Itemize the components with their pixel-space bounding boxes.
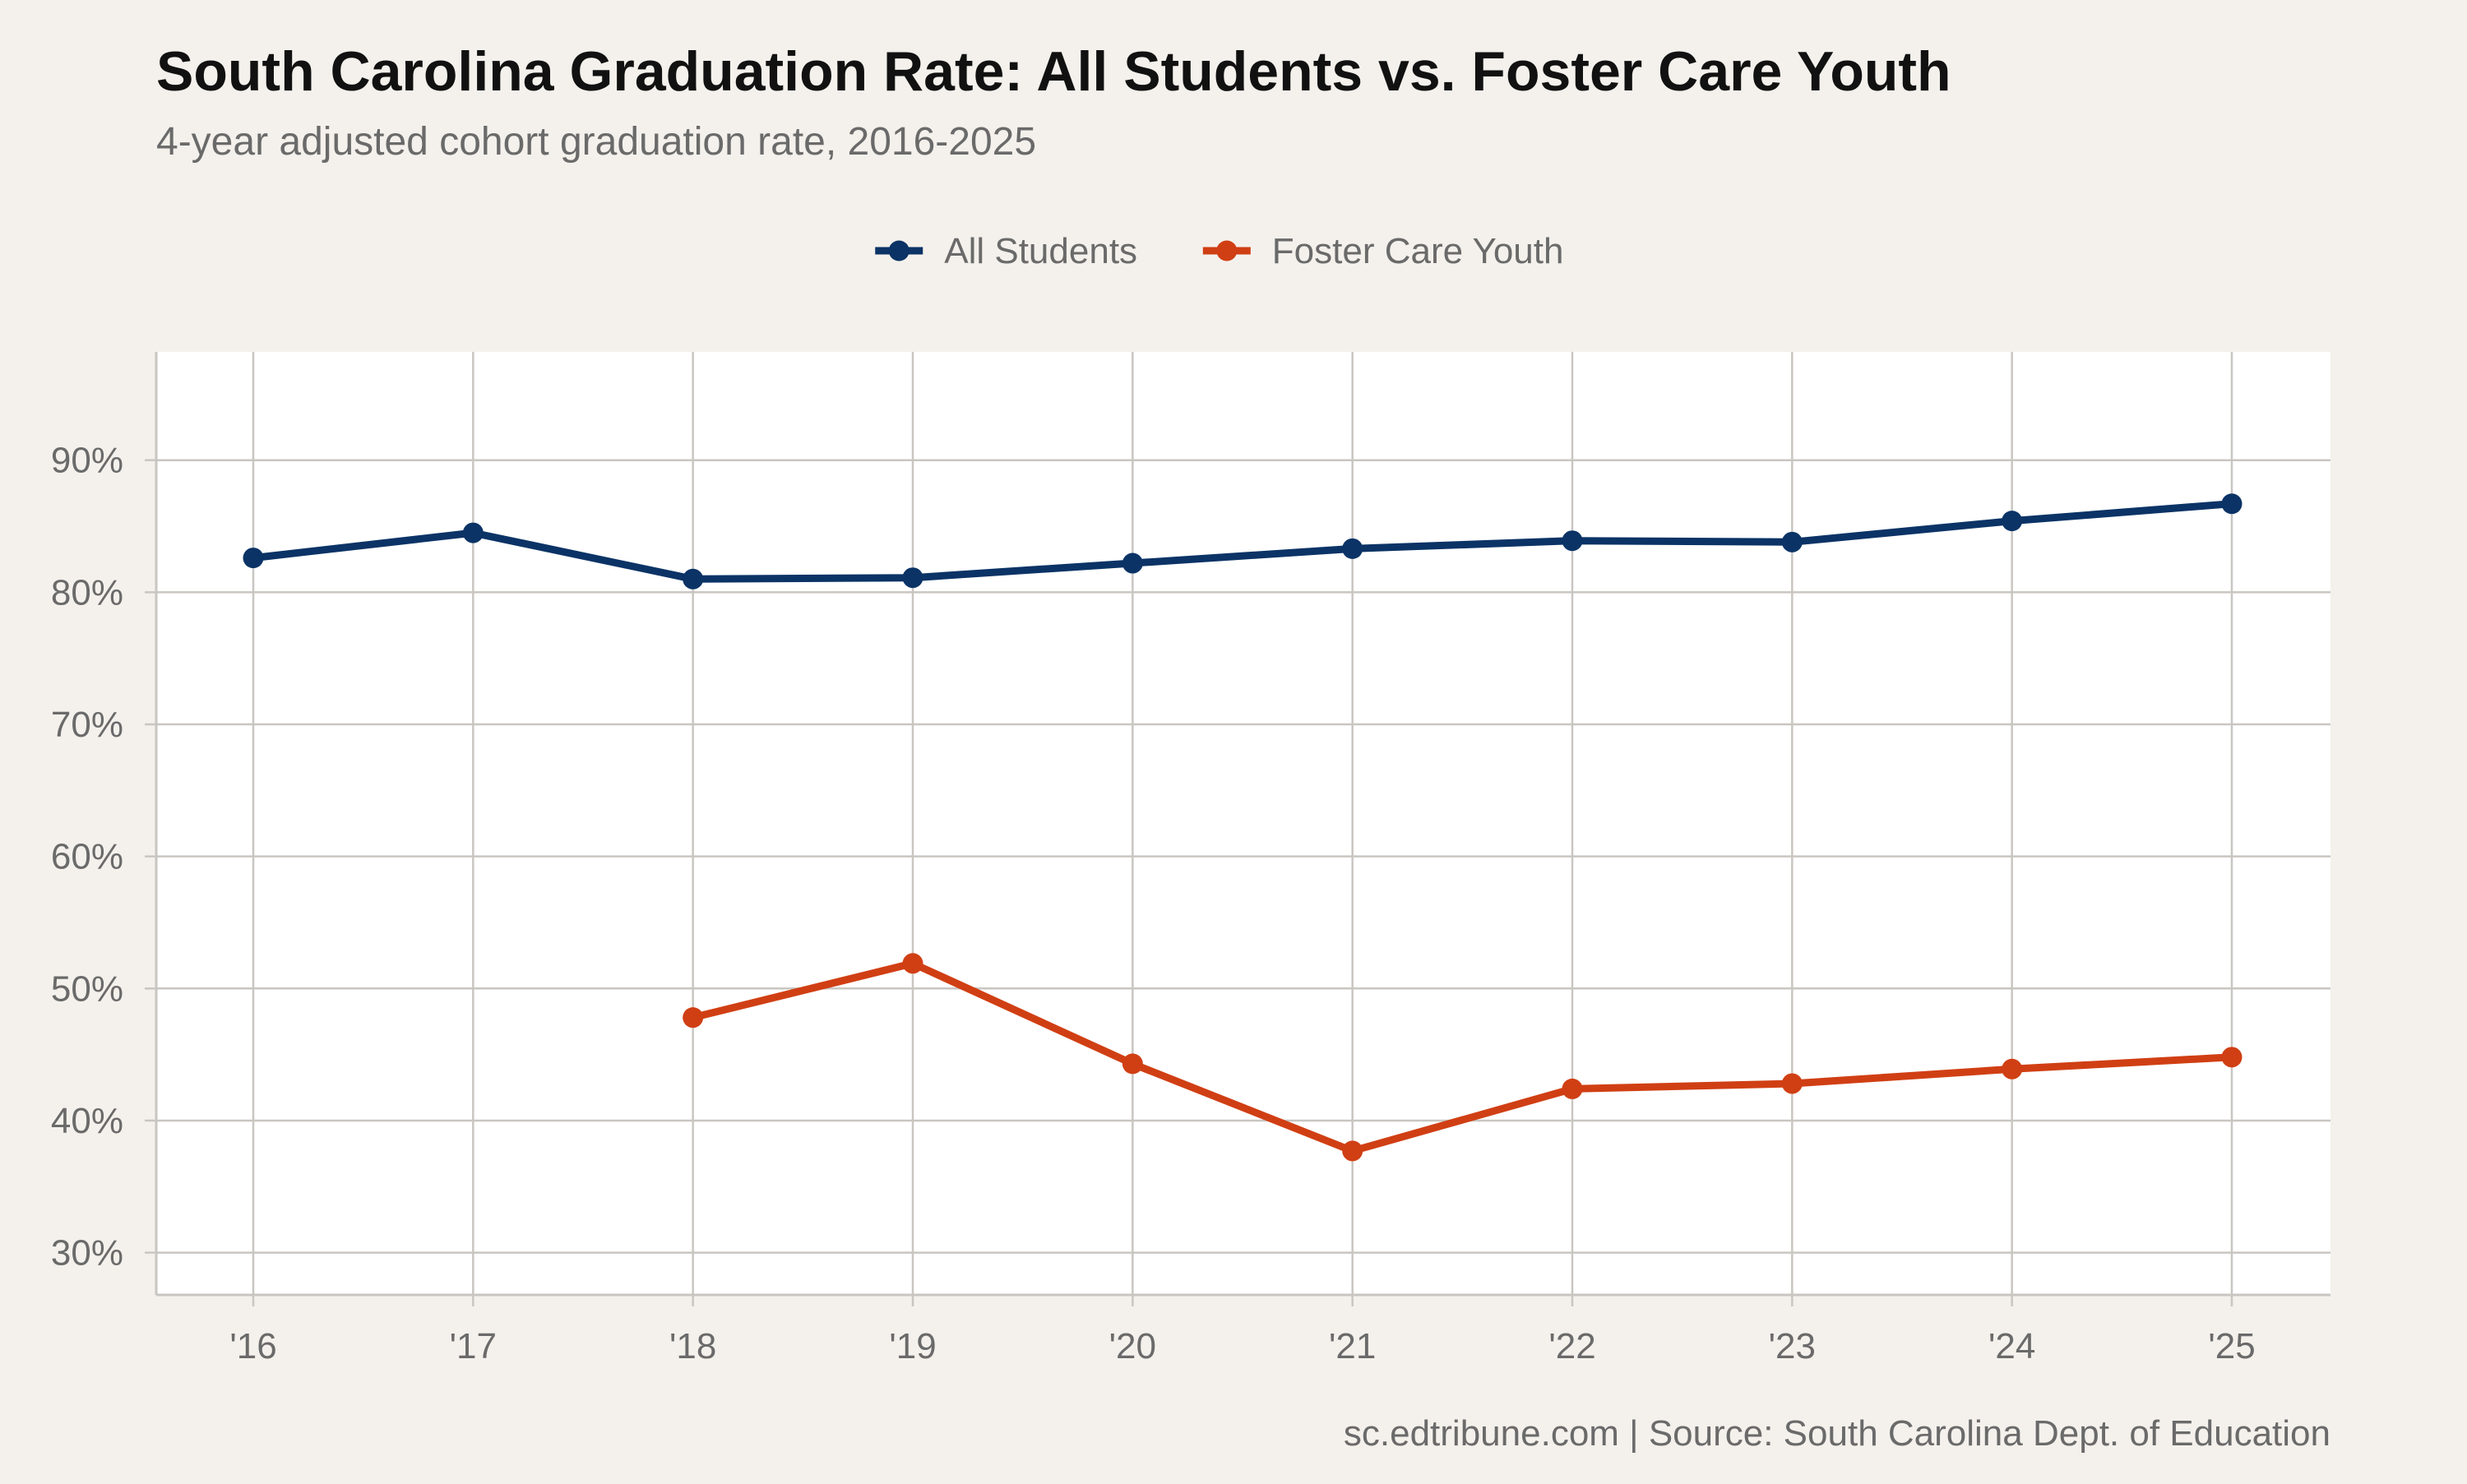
plot-panel — [156, 352, 2330, 1295]
data-point — [2221, 493, 2243, 515]
data-point — [2002, 511, 2023, 532]
y-tick-label: 40% — [51, 1101, 123, 1141]
x-tick-label: '22 — [1548, 1326, 1595, 1366]
x-tick-label: '21 — [1329, 1326, 1376, 1366]
x-tick-label: '19 — [889, 1326, 936, 1366]
data-point — [1562, 530, 1583, 552]
data-point — [683, 568, 704, 589]
axes — [155, 352, 2330, 1297]
y-tick-label: 90% — [51, 441, 123, 481]
legend-item: All Students — [875, 231, 1137, 271]
y-tick-label: 30% — [51, 1233, 123, 1274]
x-tick-label: '24 — [1988, 1326, 2035, 1366]
data-point — [902, 953, 923, 974]
x-tick-label: '20 — [1109, 1326, 1156, 1366]
data-point — [683, 1007, 704, 1029]
x-tick-label: '23 — [1769, 1326, 1816, 1366]
data-point — [1781, 1073, 1803, 1094]
data-point — [1562, 1078, 1583, 1099]
data-point — [1122, 1053, 1143, 1075]
x-tick-label: '16 — [229, 1326, 276, 1366]
data-point — [1781, 531, 1803, 552]
y-gridlines — [156, 459, 2330, 1254]
y-tick-label: 80% — [51, 572, 123, 613]
data-point — [243, 548, 264, 569]
data-point — [2002, 1058, 2023, 1079]
chart-caption: sc.edtribune.com | Source: South Carolin… — [1344, 1413, 2330, 1454]
data-point — [1122, 552, 1143, 574]
y-tick-label: 70% — [51, 705, 123, 745]
data-point — [2221, 1047, 2243, 1068]
chart-legend: All Students Foster Care Youth — [875, 231, 1563, 271]
series-all-students — [243, 493, 2243, 589]
data-point — [1342, 538, 1363, 559]
x-tick-label: '25 — [2208, 1326, 2255, 1366]
series-layer — [243, 493, 2243, 1162]
y-tick-label: 60% — [51, 837, 123, 877]
legend-label: All Students — [944, 231, 1137, 271]
chart-title: South Carolina Graduation Rate: All Stud… — [156, 40, 1951, 103]
x-tick-label: '18 — [669, 1326, 716, 1366]
legend-label: Foster Care Youth — [1272, 231, 1564, 271]
series-line — [249, 500, 2236, 583]
series-line — [689, 959, 2236, 1155]
chart-subtitle: 4-year adjusted cohort graduation rate, … — [156, 120, 1036, 164]
x-tick-label: '17 — [450, 1326, 497, 1366]
y-tick-label: 50% — [51, 969, 123, 1009]
data-point — [902, 567, 923, 589]
x-axis-ticks: '16 '17 '18 '19 '20 '21 '22 '23 '24 '25 — [229, 1295, 2256, 1366]
data-point — [462, 522, 484, 543]
data-point — [1342, 1140, 1363, 1162]
series-foster-care-youth — [683, 953, 2243, 1162]
legend-swatch-point — [1216, 240, 1238, 261]
legend-swatch-point — [888, 240, 910, 261]
legend-item: Foster Care Youth — [1202, 231, 1564, 271]
y-axis-ticks: 30% 40% 50% 60% 70% 80% 90% — [51, 441, 156, 1274]
